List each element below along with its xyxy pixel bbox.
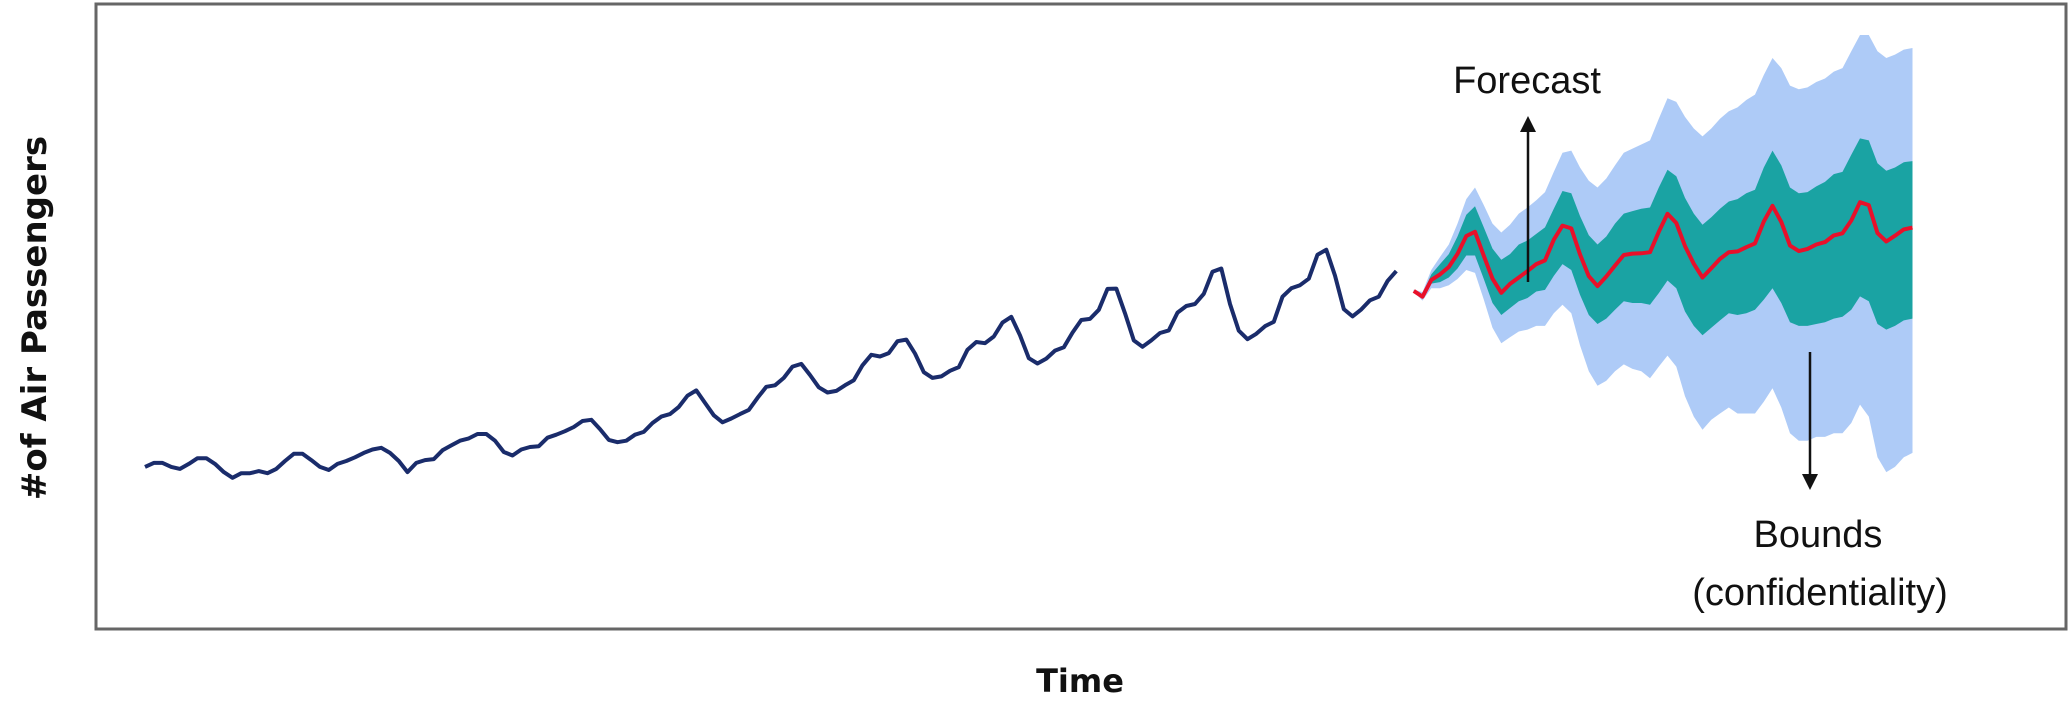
- bounds-arrow-head: [1802, 474, 1818, 490]
- bounds-label: Bounds: [1754, 514, 1883, 556]
- x-axis-title: Time: [1036, 662, 1124, 700]
- y-axis-title: #of Air Passengers: [15, 136, 55, 500]
- bounds-sublabel: (confidentiality): [1692, 572, 1948, 614]
- history-line: [145, 250, 1396, 478]
- forecast-arrow-head: [1520, 116, 1536, 132]
- forecast-label: Forecast: [1453, 60, 1601, 102]
